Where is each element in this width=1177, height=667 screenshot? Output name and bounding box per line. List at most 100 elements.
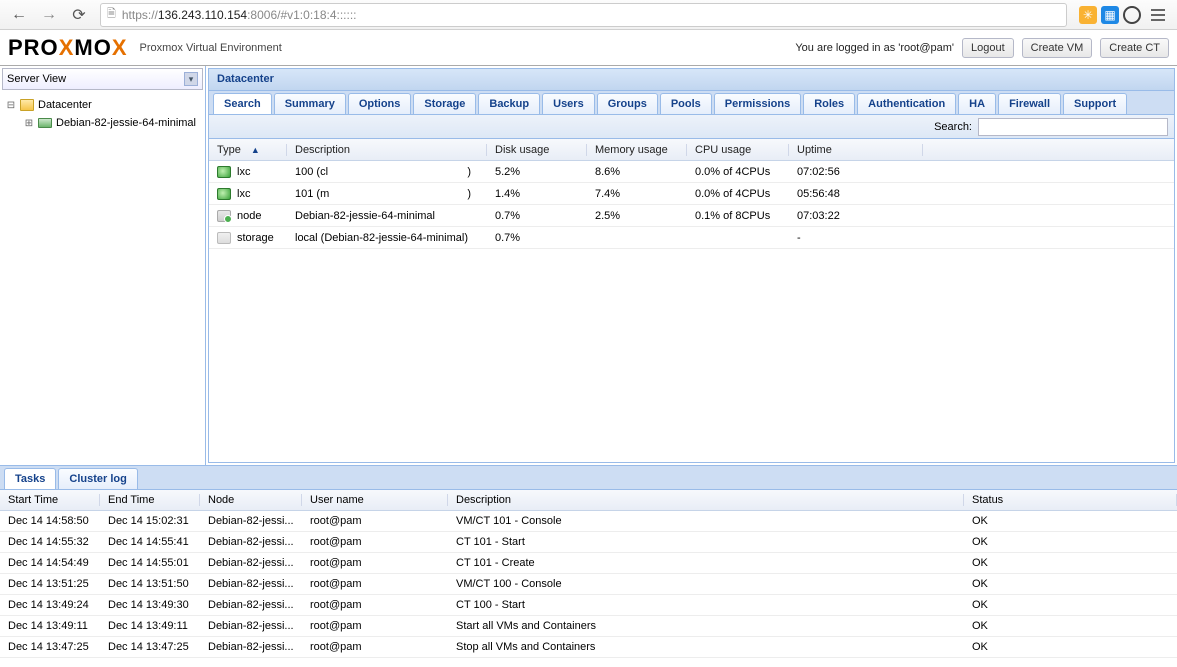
tab-storage[interactable]: Storage [413, 93, 476, 114]
cell-type: node [237, 210, 261, 222]
log-row[interactable]: Dec 14 13:51:25Dec 14 13:51:50Debian-82-… [0, 574, 1177, 595]
col-status[interactable]: Status [964, 494, 1177, 506]
col-cpu[interactable]: CPU usage [687, 144, 789, 156]
node-icon [217, 210, 231, 222]
tree-node-datacenter[interactable]: ⊟ Datacenter [2, 96, 203, 114]
resource-tree-sidebar: Server View ▾ ⊟ Datacenter ⊞ Debian-82-j… [0, 66, 206, 465]
cell-memory: 2.5% [587, 210, 687, 222]
tab-groups[interactable]: Groups [597, 93, 658, 114]
cell-node: Debian-82-jessi... [200, 578, 302, 590]
content-tabs: SearchSummaryOptionsStorageBackupUsersGr… [209, 91, 1174, 115]
col-description[interactable]: Description [287, 144, 487, 156]
col-user[interactable]: User name [302, 494, 448, 506]
grid-row[interactable]: nodeDebian-82-jessie-64-minimal0.7%2.5%0… [209, 205, 1174, 227]
back-button[interactable]: ← [6, 3, 32, 27]
grid-row[interactable]: lxc100 (cl)5.2%8.6%0.0% of 4CPUs07:02:56 [209, 161, 1174, 183]
cell-end: Dec 14 15:02:31 [100, 515, 200, 527]
cell-description: 101 (m) [287, 188, 487, 200]
col-type[interactable]: Type▲ [209, 144, 287, 156]
cell-type: lxc [237, 188, 250, 200]
cell-status: OK [964, 557, 1177, 569]
cell-node: Debian-82-jessi... [200, 641, 302, 653]
tab-firewall[interactable]: Firewall [998, 93, 1061, 114]
cell-disk: 0.7% [487, 232, 587, 244]
address-bar[interactable]: 🗎 https://136.243.110.154:8006/#v1:0:18:… [100, 3, 1067, 27]
cell-node: Debian-82-jessi... [200, 536, 302, 548]
cell-user: root@pam [302, 536, 448, 548]
log-row[interactable]: Dec 14 13:49:11Dec 14 13:49:11Debian-82-… [0, 616, 1177, 637]
log-row[interactable]: Dec 14 13:47:25Dec 14 13:47:25Debian-82-… [0, 637, 1177, 658]
cell-end: Dec 14 13:47:25 [100, 641, 200, 653]
cell-node: Debian-82-jessi... [200, 515, 302, 527]
cell-start: Dec 14 14:55:32 [0, 536, 100, 548]
tab-permissions[interactable]: Permissions [714, 93, 801, 114]
extension-icon[interactable]: ▦ [1101, 6, 1119, 24]
cell-status: OK [964, 578, 1177, 590]
tab-users[interactable]: Users [542, 93, 595, 114]
view-mode-label: Server View [7, 73, 66, 85]
log-row[interactable]: Dec 14 13:49:24Dec 14 13:49:30Debian-82-… [0, 595, 1177, 616]
col-disk[interactable]: Disk usage [487, 144, 587, 156]
create-ct-button[interactable]: Create CT [1100, 38, 1169, 58]
tab-ha[interactable]: HA [958, 93, 996, 114]
log-tab-tasks[interactable]: Tasks [4, 468, 56, 489]
cell-status: OK [964, 515, 1177, 527]
cell-cpu: 0.1% of 8CPUs [687, 210, 789, 222]
task-log-panel: TasksCluster log Start Time End Time Nod… [0, 465, 1177, 667]
server-icon [38, 118, 52, 128]
cell-start: Dec 14 14:58:50 [0, 515, 100, 527]
grid-row[interactable]: lxc101 (m)1.4%7.4%0.0% of 4CPUs05:56:48 [209, 183, 1174, 205]
col-start-time[interactable]: Start Time [0, 494, 100, 506]
lxc-icon [217, 188, 231, 200]
forward-button[interactable]: → [36, 3, 62, 27]
cell-description: VM/CT 101 - Console [448, 515, 964, 527]
tab-options[interactable]: Options [348, 93, 412, 114]
cell-uptime: 07:02:56 [789, 166, 923, 178]
cell-start: Dec 14 13:49:24 [0, 599, 100, 611]
tab-support[interactable]: Support [1063, 93, 1127, 114]
search-input[interactable] [978, 118, 1168, 136]
sort-asc-icon: ▲ [251, 145, 260, 155]
tab-search[interactable]: Search [213, 93, 272, 114]
task-log-grid: Start Time End Time Node User name Descr… [0, 490, 1177, 667]
cell-description: VM/CT 100 - Console [448, 578, 964, 590]
tab-authentication[interactable]: Authentication [857, 93, 956, 114]
cell-end: Dec 14 14:55:01 [100, 557, 200, 569]
extension-icon[interactable]: ✳ [1079, 6, 1097, 24]
cell-description: CT 101 - Start [448, 536, 964, 548]
grid-row[interactable]: storagelocal (Debian-82-jessie-64-minima… [209, 227, 1174, 249]
cell-start: Dec 14 14:54:49 [0, 557, 100, 569]
view-mode-select[interactable]: Server View ▾ [2, 68, 203, 90]
extension-icon[interactable] [1123, 6, 1141, 24]
browser-menu-button[interactable] [1145, 3, 1171, 27]
grid-header: Type▲ Description Disk usage Memory usag… [209, 139, 1174, 161]
log-row[interactable]: Dec 14 14:54:49Dec 14 14:55:01Debian-82-… [0, 553, 1177, 574]
col-description[interactable]: Description [448, 494, 964, 506]
col-memory[interactable]: Memory usage [587, 144, 687, 156]
tab-pools[interactable]: Pools [660, 93, 712, 114]
reload-button[interactable]: ⟳ [66, 3, 92, 27]
tab-backup[interactable]: Backup [478, 93, 540, 114]
cell-disk: 0.7% [487, 210, 587, 222]
col-uptime[interactable]: Uptime [789, 144, 923, 156]
cell-user: root@pam [302, 599, 448, 611]
extension-icons: ✳ ▦ [1075, 6, 1141, 24]
logout-button[interactable]: Logout [962, 38, 1014, 58]
col-end-time[interactable]: End Time [100, 494, 200, 506]
cell-uptime: 05:56:48 [789, 188, 923, 200]
cell-type: lxc [237, 166, 250, 178]
tree-node-server[interactable]: ⊞ Debian-82-jessie-64-minimal [2, 114, 203, 132]
tab-roles[interactable]: Roles [803, 93, 855, 114]
storage-icon [217, 232, 231, 244]
log-tab-cluster-log[interactable]: Cluster log [58, 468, 137, 489]
tree-collapse-icon[interactable]: ⊟ [6, 100, 16, 111]
log-row[interactable]: Dec 14 14:58:50Dec 14 15:02:31Debian-82-… [0, 511, 1177, 532]
tree-expand-icon[interactable]: ⊞ [24, 118, 34, 129]
lxc-icon [217, 166, 231, 178]
tab-summary[interactable]: Summary [274, 93, 346, 114]
cell-start: Dec 14 13:47:25 [0, 641, 100, 653]
log-row[interactable]: Dec 14 14:55:32Dec 14 14:55:41Debian-82-… [0, 532, 1177, 553]
cell-description: 100 (cl) [287, 166, 487, 178]
create-vm-button[interactable]: Create VM [1022, 38, 1093, 58]
col-node[interactable]: Node [200, 494, 302, 506]
